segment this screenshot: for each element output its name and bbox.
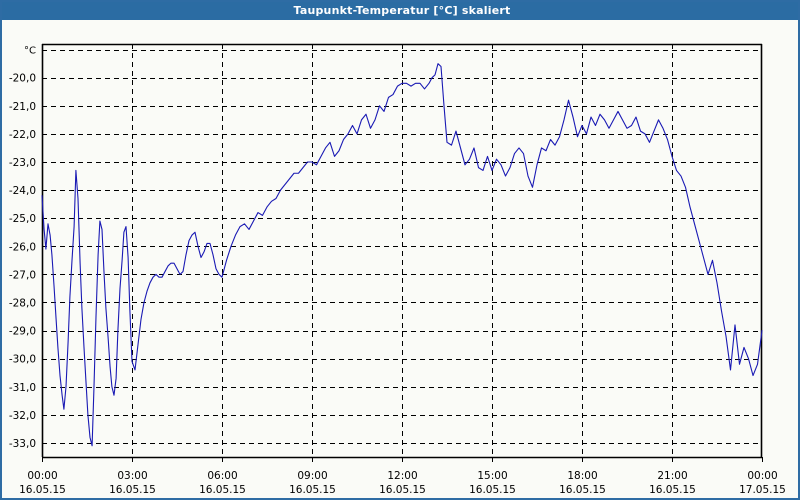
y-tick-label: -27,0 — [9, 269, 36, 281]
y-tick-label: -28,0 — [9, 297, 36, 309]
chart-title: Taupunkt-Temperatur [°C] skaliert — [293, 4, 511, 17]
y-tick-label: -22,0 — [9, 129, 36, 141]
gridlines-group — [42, 44, 762, 457]
axis-lines-group — [41, 43, 763, 459]
x-tick-date-label: 16.05.15 — [469, 484, 516, 496]
x-tick-date-label: 17.05.15 — [739, 484, 786, 496]
x-tick-time-label: 15:00 — [477, 470, 507, 482]
y-tick-label: -31,0 — [9, 382, 36, 394]
x-tick-date-label: 16.05.15 — [559, 484, 606, 496]
x-tick-time-label: 21:00 — [657, 470, 687, 482]
y-axis-labels-group: -20,0 -21,0 -22,0 -23,0 -24,0 -25,0 -26,0 -27,0… — [9, 73, 36, 450]
x-tick-time-label: 12:00 — [387, 470, 417, 482]
y-tick-label: -32,0 — [9, 410, 36, 422]
x-tick-time-label: 18:00 — [567, 470, 597, 482]
x-tick-date-label: 16.05.15 — [289, 484, 336, 496]
y-tick-label: -24,0 — [9, 185, 36, 197]
x-tick-time-label: 00:00 — [747, 470, 777, 482]
x-tick-date-label: 16.05.15 — [199, 484, 246, 496]
y-tick-label: -30,0 — [9, 354, 36, 366]
x-tick-time-label: 03:00 — [117, 470, 147, 482]
x-tick-time-label: 06:00 — [207, 470, 237, 482]
y-tick-label: -25,0 — [9, 213, 36, 225]
window-title-bar: Taupunkt-Temperatur [°C] skaliert — [2, 2, 798, 20]
y-axis-unit-label: °C — [24, 46, 36, 57]
x-tick-date-label: 16.05.15 — [379, 484, 426, 496]
y-tick-label: -29,0 — [9, 326, 36, 338]
x-tick-date-label: 16.05.15 — [19, 484, 66, 496]
y-tick-label: -33,0 — [9, 438, 36, 450]
y-tick-label: -21,0 — [9, 101, 36, 113]
x-tick-time-label: 00:00 — [27, 470, 57, 482]
y-tick-label: -26,0 — [9, 241, 36, 253]
y-tick-label: -20,0 — [9, 73, 36, 85]
x-axis-labels-group: 00:00 16.05.15 03:00 16.05.15 06:00 16.05.15 0… — [19, 470, 786, 496]
plot-container: -20,0 -21,0 -22,0 -23,0 -24,0 -25,0 -26,0 -27,0… — [2, 20, 798, 498]
x-tick-date-label: 16.05.15 — [649, 484, 696, 496]
data-series-line — [41, 63, 763, 447]
x-tick-time-label: 09:00 — [297, 470, 327, 482]
x-tick-date-label: 16.05.15 — [109, 484, 156, 496]
y-tick-label: -23,0 — [9, 157, 36, 169]
chart-svg: -20,0 -21,0 -22,0 -23,0 -24,0 -25,0 -26,0 -27,0… — [9, 43, 786, 496]
